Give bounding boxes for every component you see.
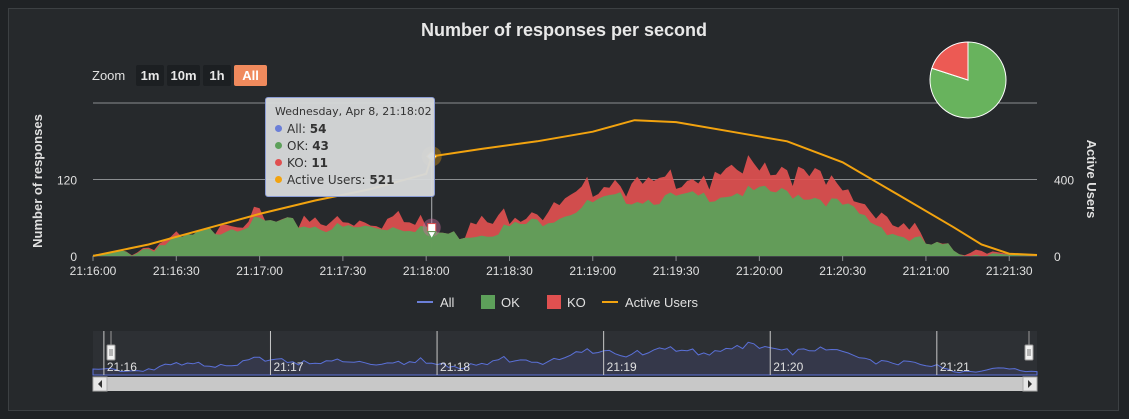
navigator-label: 21:19 xyxy=(607,360,637,374)
chart-panel: Number of responses per second Zoom 1m 10… xyxy=(8,8,1119,411)
active-users-line xyxy=(92,119,1038,257)
hover-marker-ok xyxy=(426,231,437,240)
chart-title: Number of responses per second xyxy=(421,20,707,40)
x-tick-label: 21:19:30 xyxy=(653,264,700,278)
legend-item-label[interactable]: All xyxy=(440,295,455,310)
pie-chart xyxy=(929,41,1007,119)
zoom-button-label[interactable]: All xyxy=(242,68,259,83)
tooltip-dot xyxy=(275,159,282,166)
x-tick-label: 21:18:00 xyxy=(403,264,450,278)
zoom-button-label[interactable]: 1h xyxy=(209,68,224,83)
pie-slice-ko xyxy=(931,41,969,81)
navigator-handle-left[interactable] xyxy=(106,344,116,361)
navigator-handle-right[interactable] xyxy=(1024,344,1034,361)
tooltip-row-active-users: Active Users: 521 xyxy=(275,172,425,189)
x-tick-label: 21:16:00 xyxy=(70,264,117,278)
zoom-button-1h[interactable] xyxy=(203,65,231,86)
legend-symbol xyxy=(547,295,561,309)
tooltip-row-ko: KO: 11 xyxy=(275,155,425,172)
plot-areas xyxy=(92,119,1038,257)
x-tick-label: 21:20:00 xyxy=(736,264,783,278)
navigator-label: 21:16 xyxy=(107,360,137,374)
tooltip: Wednesday, Apr 8, 21:18:02 All: 54 OK: 4… xyxy=(265,97,435,197)
tooltip-row-all: All: 54 xyxy=(275,121,425,138)
y2-tick-label: 400 xyxy=(1054,174,1074,188)
x-tick-label: 21:17:00 xyxy=(236,264,283,278)
navigator-label: 21:17 xyxy=(273,360,303,374)
zoom-button-All[interactable] xyxy=(234,65,267,86)
hover-marker-ko xyxy=(427,223,437,233)
y2-axis-label: Active Users xyxy=(1084,140,1099,219)
navigator[interactable]: 21:16 21:17 21:18 21:19 21:20 21:21 xyxy=(92,331,1038,392)
y-axis-label: Number of responses xyxy=(30,114,45,248)
ok-area xyxy=(93,185,1037,256)
navigator-series xyxy=(92,341,1038,376)
legend-item-label[interactable]: OK xyxy=(501,295,520,310)
tooltip-header: Wednesday, Apr 8, 21:18:02 xyxy=(275,105,432,118)
y2-tick-label: 0 xyxy=(1054,250,1061,264)
x-tick-label: 21:20:30 xyxy=(819,264,866,278)
navigator-label: 21:21 xyxy=(940,360,970,374)
zoom-button-10m[interactable] xyxy=(167,65,200,86)
tooltip-dot xyxy=(275,125,282,132)
chart-legend: All OK KO Active Users xyxy=(417,295,698,310)
zoom-button-label[interactable]: 1m xyxy=(141,68,160,83)
chevron-left-icon xyxy=(98,380,102,388)
tooltip-dot xyxy=(275,176,282,183)
x-tick-label: 21:21:00 xyxy=(903,264,950,278)
navigator-scrollbar[interactable] xyxy=(93,377,1037,391)
x-tick-label: 21:18:30 xyxy=(486,264,533,278)
y-tick-label: 120 xyxy=(57,174,77,188)
zoom-button-1m[interactable] xyxy=(136,65,164,86)
chevron-right-icon xyxy=(1028,380,1032,388)
plot-axes: 21:16:00 21:16:30 21:17:00 21:17:30 21:18:00… xyxy=(57,174,1074,279)
navigator-label: 21:20 xyxy=(773,360,803,374)
y-tick-label: 0 xyxy=(70,250,77,264)
x-tick-label: 21:17:30 xyxy=(320,264,367,278)
tooltip-dot xyxy=(275,142,282,149)
tooltip-row-ok: OK: 43 xyxy=(275,138,425,155)
legend-symbol xyxy=(481,295,495,309)
zoom-controls: 1m 10m 1h All xyxy=(136,65,267,86)
navigator-label: 21:18 xyxy=(440,360,470,374)
zoom-button-label[interactable]: 10m xyxy=(170,68,196,83)
x-tick-label: 21:21:30 xyxy=(986,264,1033,278)
legend-item-label[interactable]: KO xyxy=(567,295,586,310)
legend-item-label[interactable]: Active Users xyxy=(625,295,698,310)
chart-canvas: Number of responses per second Zoom 1m 10… xyxy=(30,20,1099,392)
x-tick-label: 21:16:30 xyxy=(153,264,200,278)
x-tick-label: 21:19:00 xyxy=(569,264,616,278)
zoom-label: Zoom xyxy=(92,68,125,83)
